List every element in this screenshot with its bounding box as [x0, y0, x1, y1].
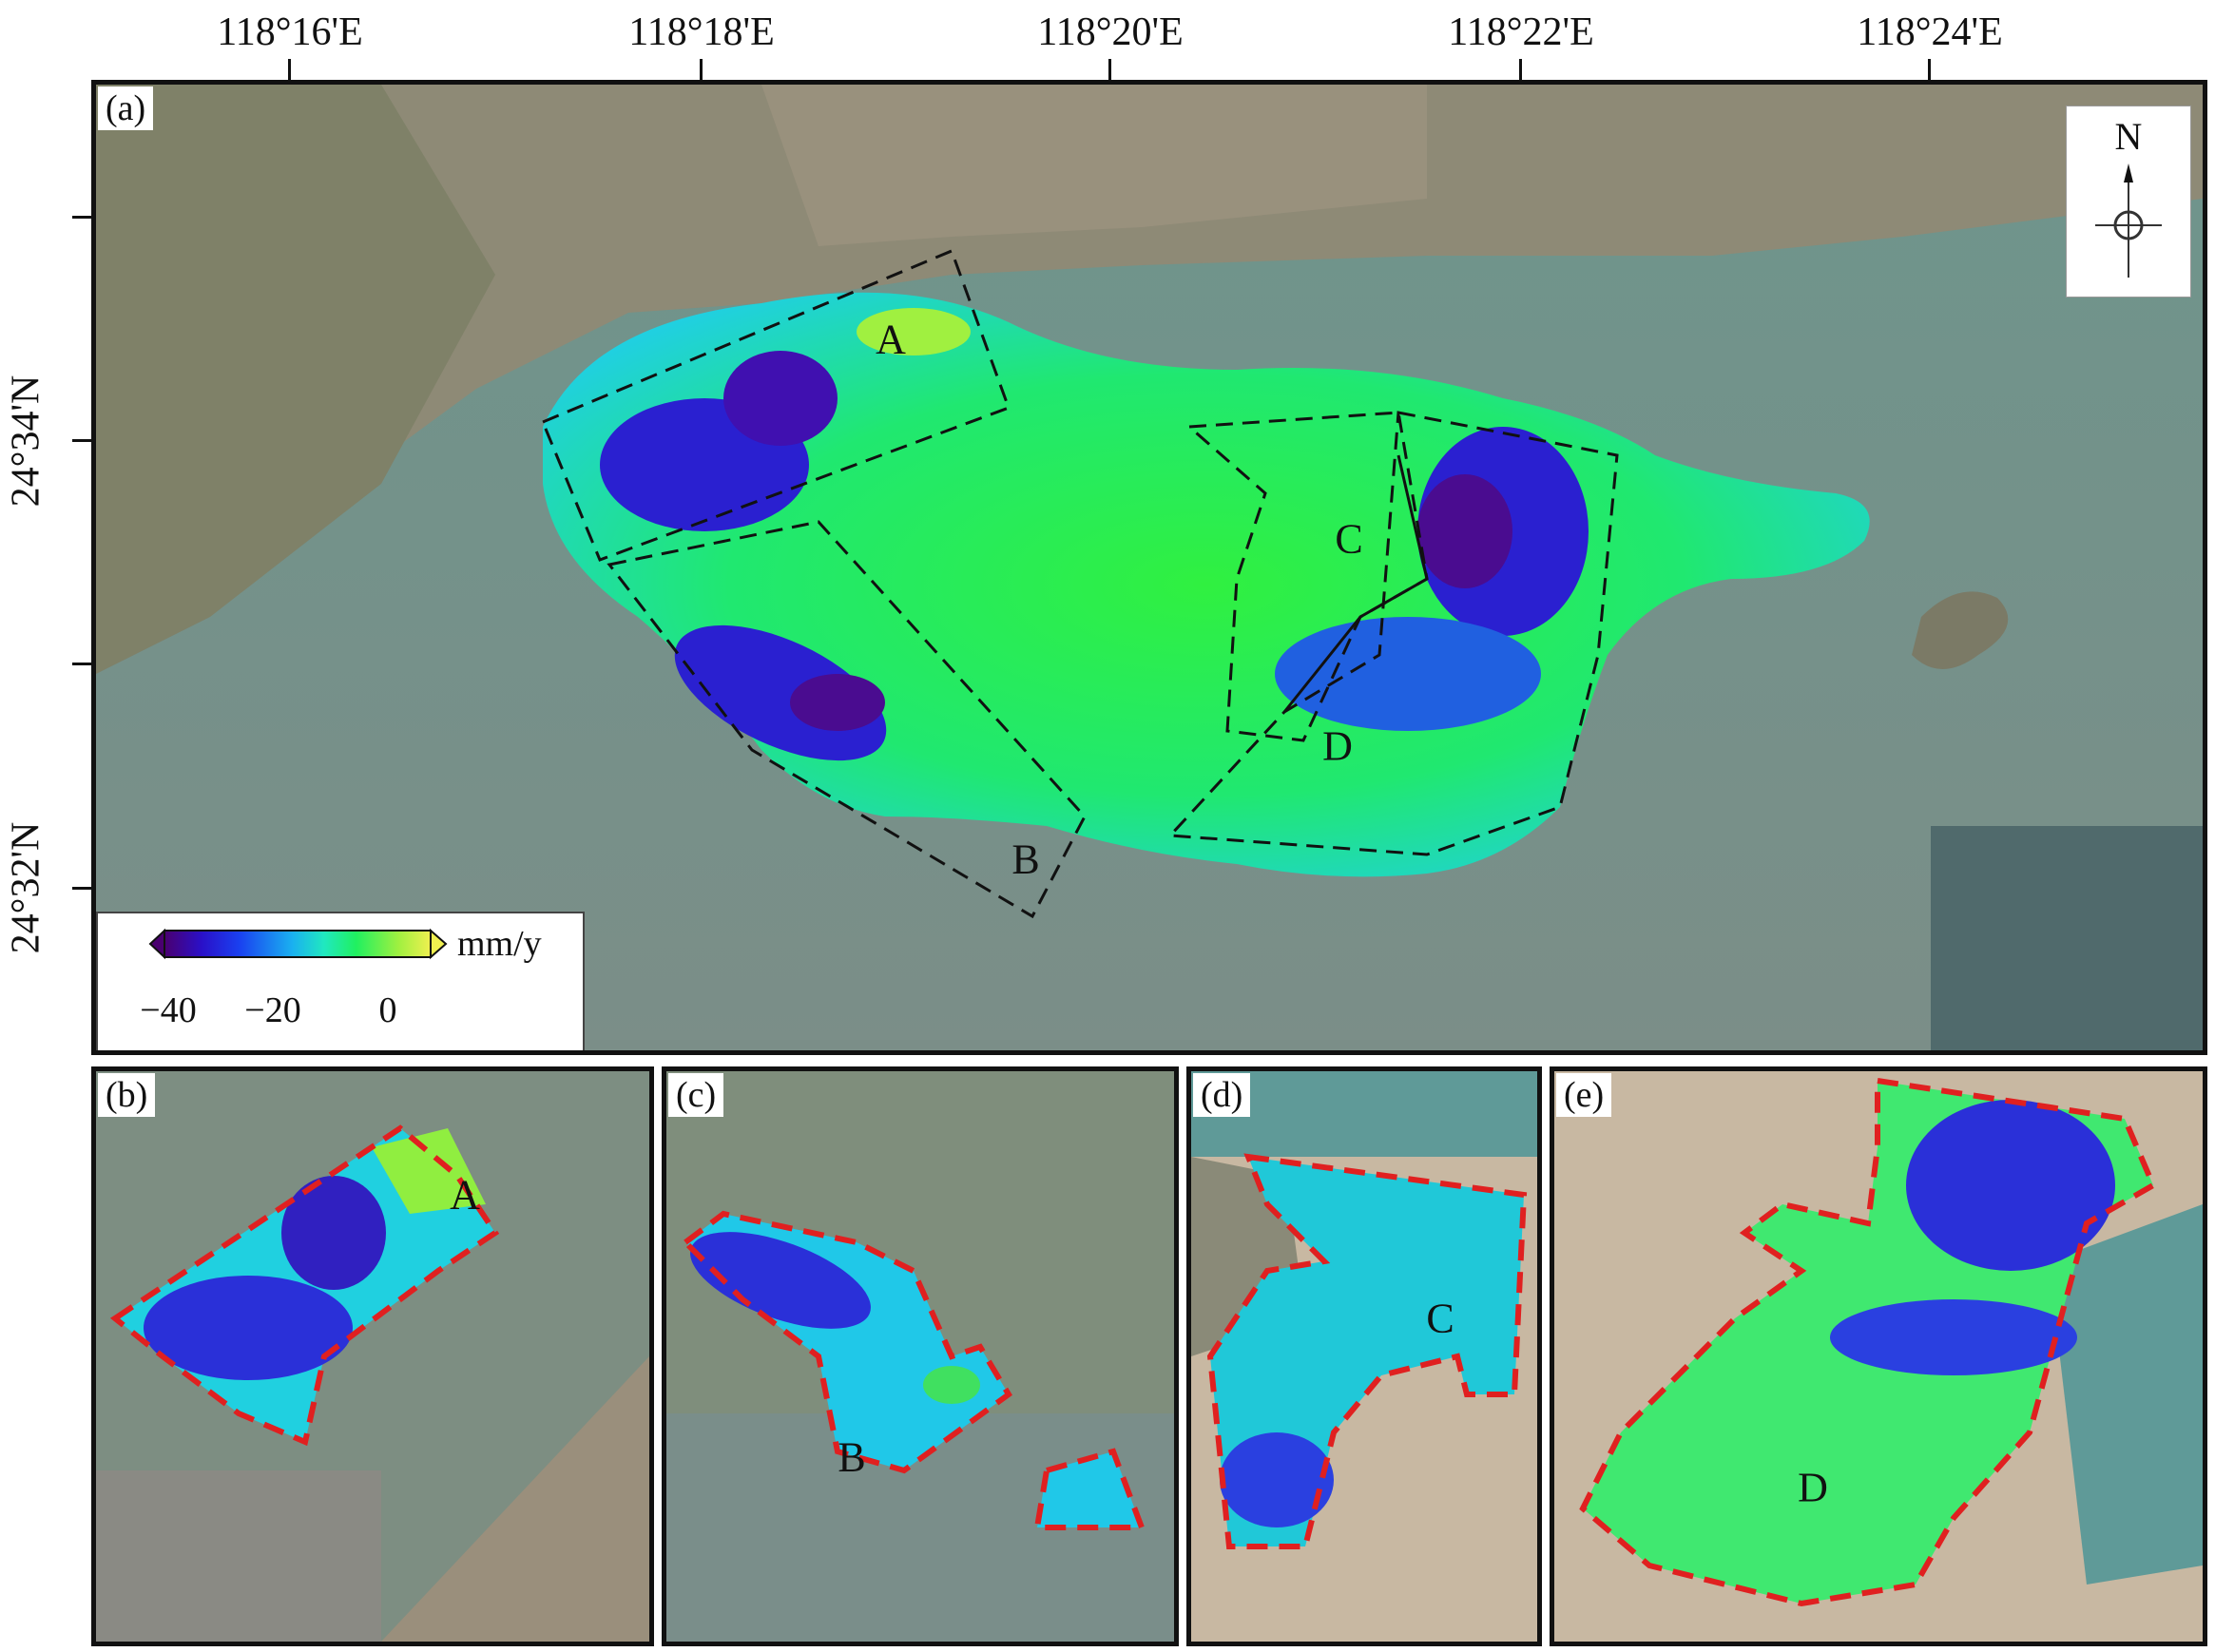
- zone-label-c: C: [1335, 515, 1363, 563]
- lon-tick: [700, 59, 703, 80]
- zone-a-outline: [541, 249, 1011, 562]
- zone-label-d: D: [1322, 722, 1353, 770]
- zone-label-a: A: [876, 316, 906, 363]
- lon-tick: [288, 59, 291, 80]
- panel-d-zone-c: (d) C: [1186, 1066, 1542, 1646]
- western-land: [96, 85, 495, 674]
- zone-c-red-outline: [1206, 1153, 1528, 1549]
- zone-d-outline: [1166, 411, 1619, 856]
- panel-b-map-graphic: [96, 1071, 649, 1642]
- lat-label-1: 24°34'N: [4, 375, 48, 508]
- panel-c-zone-label: B: [838, 1433, 866, 1481]
- colorbar-legend: mm/y −40 −20 0: [96, 912, 585, 1050]
- zone-boundary-line: [1282, 454, 1429, 713]
- subsidence-zone-a-core: [723, 351, 838, 446]
- urban-area: [761, 85, 1427, 246]
- panel-a-main-map: (a) A B C D N: [91, 80, 2207, 1055]
- lat-tick: [72, 887, 93, 890]
- zone-b-outline: [607, 520, 1087, 919]
- lon-tick: [1928, 59, 1931, 80]
- lon-label-1: 118°16'E: [217, 10, 363, 54]
- small-island: [1912, 591, 2009, 669]
- panel-c-label: (c): [668, 1073, 724, 1117]
- subsidence-zone-b-core: [790, 674, 885, 731]
- panel-e-label: (e): [1556, 1073, 1612, 1117]
- lon-label-2: 118°18'E: [628, 10, 775, 54]
- sea-block: [1931, 826, 2203, 1050]
- colorbar-tick: 0: [378, 990, 397, 1030]
- colorbar-graphic: [148, 928, 448, 960]
- zone-d-red-outline: [1579, 1077, 2157, 1607]
- lat-label-2: 24°32'N: [4, 821, 48, 954]
- colorbar-left-arrow: [148, 928, 165, 960]
- panel-d-map-graphic: [1191, 1071, 1537, 1642]
- colorbar-right-arrow: [430, 928, 448, 960]
- panel-e-map-graphic: [1554, 1071, 2203, 1642]
- north-arrow-box: N: [2066, 106, 2191, 298]
- zone-b-red-outline-small: [1033, 1448, 1146, 1530]
- zone-label-b: B: [1011, 836, 1040, 883]
- subsidence-zone-d: [1275, 617, 1541, 731]
- lat-tick: [72, 663, 93, 665]
- uplift-patch: [857, 308, 971, 355]
- lat-tick: [72, 216, 93, 219]
- lon-tick: [1519, 59, 1522, 80]
- panel-b-zone-label: A: [450, 1171, 480, 1219]
- panel-e-zone-label: D: [1798, 1464, 1828, 1511]
- lat-tick: [72, 439, 93, 442]
- colorbar-ramp: [164, 930, 432, 958]
- panel-d-zone-label: C: [1426, 1295, 1454, 1342]
- panel-d-label: (d): [1193, 1073, 1251, 1117]
- panel-e-zone-d: (e) D: [1550, 1066, 2207, 1646]
- colorbar-unit: mm/y: [457, 924, 542, 964]
- panel-c-zone-b: (c) B: [662, 1066, 1179, 1646]
- lon-label-4: 118°22'E: [1448, 10, 1594, 54]
- colorbar-tick: −20: [244, 990, 301, 1030]
- panel-b-label: (b): [98, 1073, 156, 1117]
- panel-b-zone-a: (b) A: [91, 1066, 654, 1646]
- lon-tick: [1108, 59, 1111, 80]
- subsidence-zone-c-core: [1417, 474, 1512, 588]
- zone-b-red-outline: [681, 1210, 1012, 1474]
- colorbar-tick: −40: [140, 990, 197, 1030]
- zone-c-outline: [1185, 411, 1429, 742]
- northern-land: [96, 85, 2203, 617]
- lon-label-5: 118°24'E: [1857, 10, 2003, 54]
- panel-c-map-graphic: [666, 1071, 1174, 1642]
- lon-label-3: 118°20'E: [1037, 10, 1184, 54]
- north-letter: N: [2114, 115, 2143, 158]
- north-arrow-icon: [2095, 163, 2162, 278]
- zone-a-red-outline: [109, 1124, 500, 1447]
- panel-a-map-graphic: [96, 85, 2203, 1050]
- panel-a-label: (a): [98, 86, 154, 130]
